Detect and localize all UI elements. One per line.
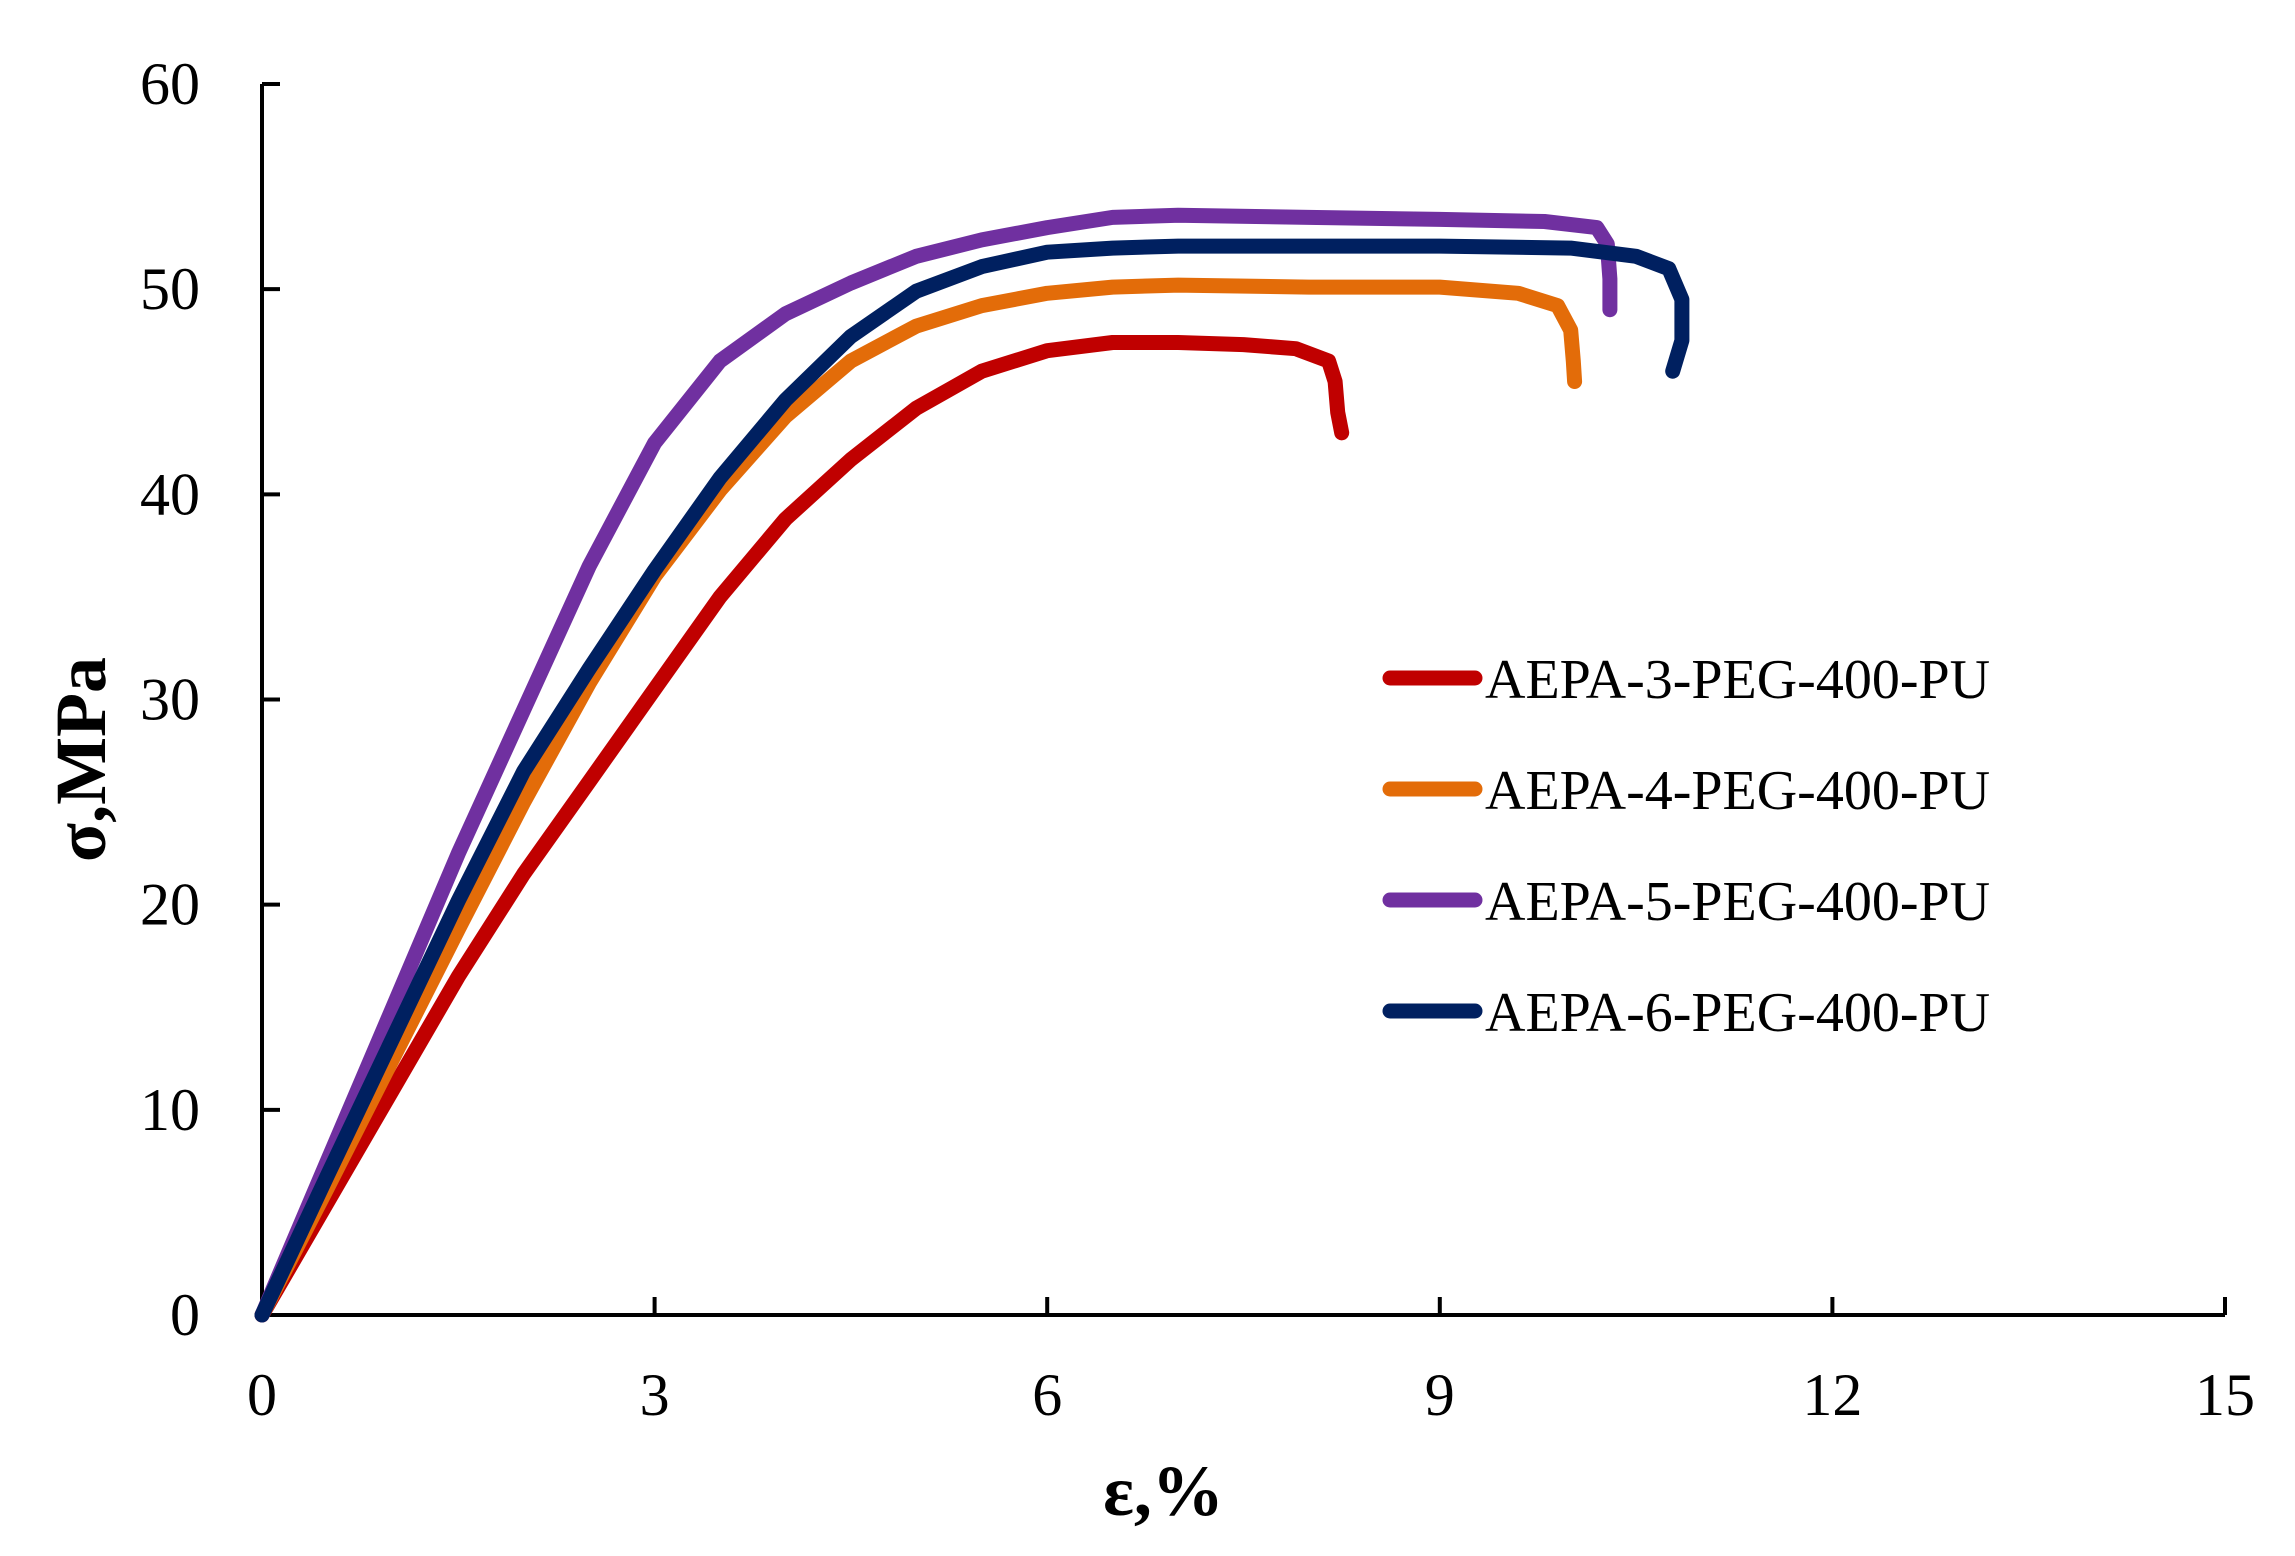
legend-label-4: AEPA-6-PEG-400-PU <box>1485 982 1990 1044</box>
y-tick-label: 0 <box>170 1282 200 1348</box>
legend-label-2: AEPA-4-PEG-400-PU <box>1485 760 1990 822</box>
legend-label-3: AEPA-5-PEG-400-PU <box>1485 871 1990 933</box>
axes-group: 0 10 20 30 40 50 60 0 3 6 9 12 15 ε,% σ,MPa <box>41 51 2255 1531</box>
y-tick-label: 40 <box>140 461 200 527</box>
legend-group: AEPA-3-PEG-400-PU AEPA-4-PEG-400-PU AEPA-5… <box>1382 649 1990 1044</box>
x-tick-label: 9 <box>1425 1362 1455 1428</box>
series-line-4 <box>254 238 1690 1323</box>
y-tick-label: 30 <box>140 667 200 733</box>
y-tick-label: 50 <box>140 256 200 322</box>
x-tick-label: 6 <box>1032 1362 1062 1428</box>
series-group <box>254 207 1690 1323</box>
series-line-1 <box>254 335 1350 1323</box>
y-tick-label: 10 <box>140 1077 200 1143</box>
x-tick-label: 3 <box>640 1362 670 1428</box>
x-tick-label: 15 <box>2195 1362 2255 1428</box>
series-line-2 <box>254 277 1583 1323</box>
x-tick-label: 12 <box>1802 1362 1862 1428</box>
x-axis-title: ε,% <box>1103 1451 1224 1531</box>
y-tick-label: 60 <box>140 51 200 117</box>
y-tick-label: 20 <box>140 872 200 938</box>
legend-label-1: AEPA-3-PEG-400-PU <box>1485 649 1990 711</box>
y-axis-title: σ,MPa <box>41 657 121 862</box>
series-line-3 <box>254 207 1618 1323</box>
x-tick-label: 0 <box>247 1362 277 1428</box>
